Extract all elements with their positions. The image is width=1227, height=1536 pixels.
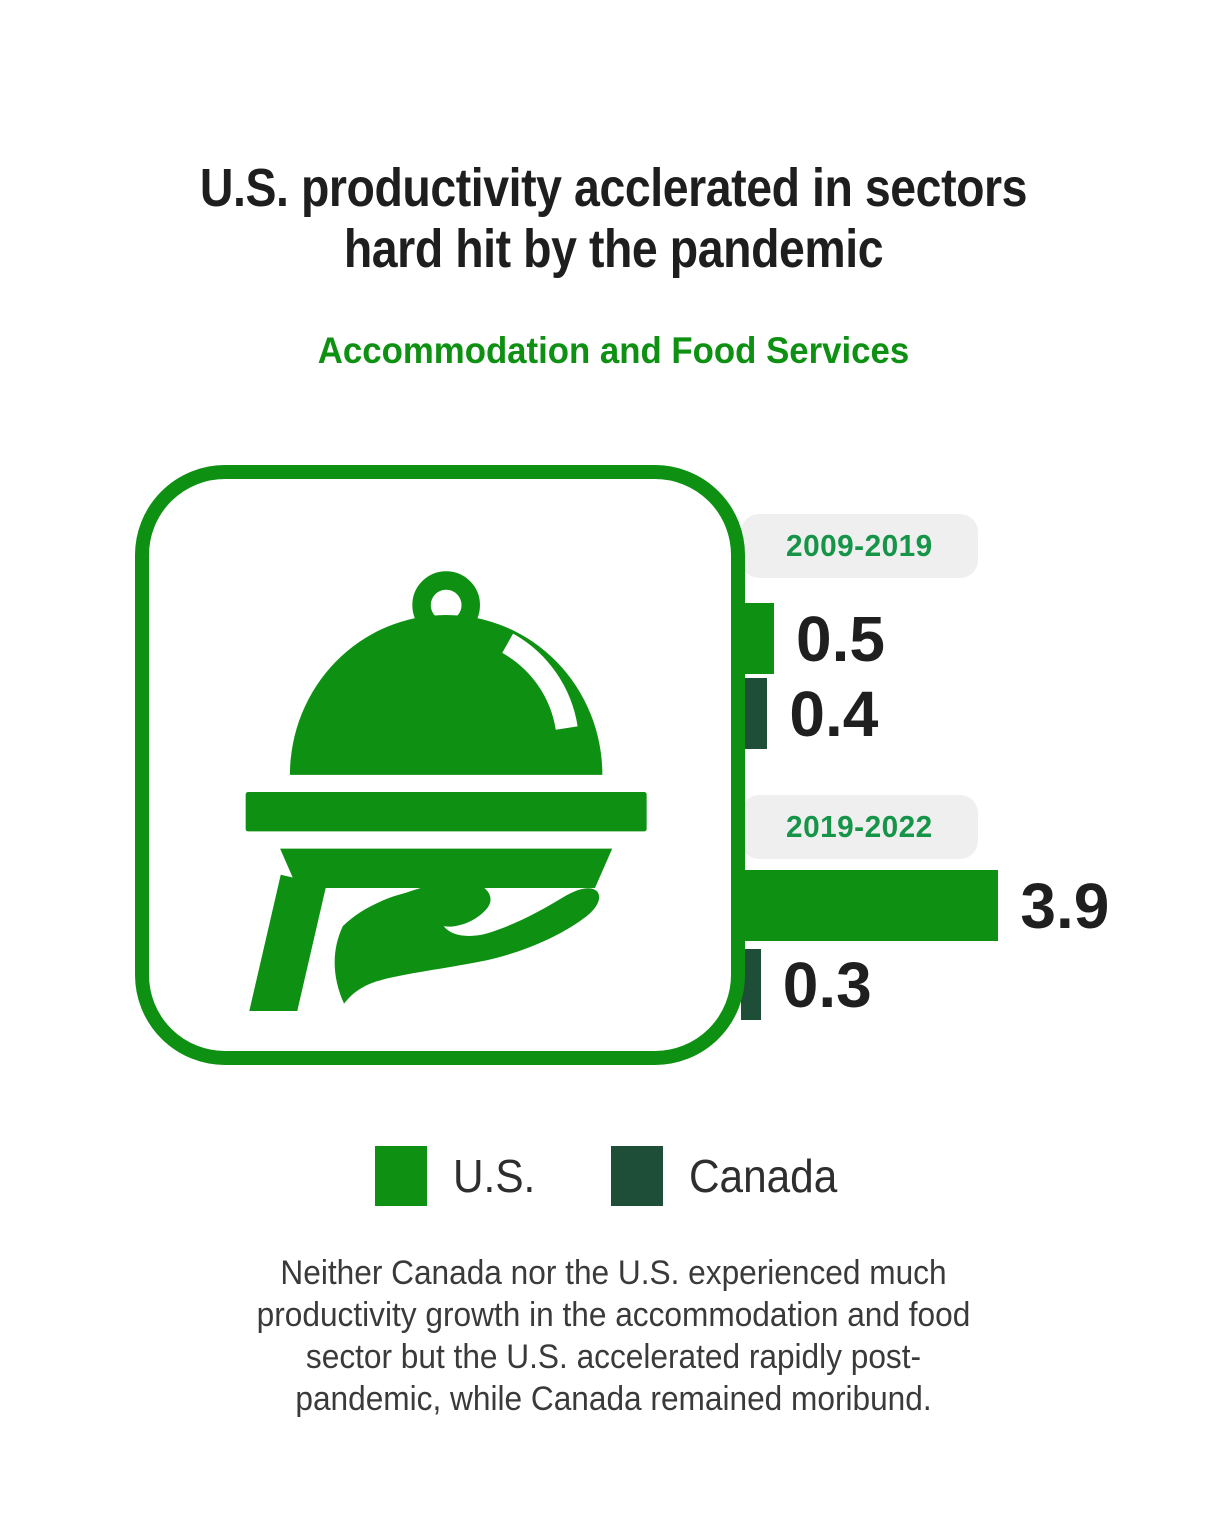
legend-swatch-us: [375, 1146, 427, 1206]
page-title: U.S. productivity acclerated in sectors …: [86, 158, 1141, 280]
period-badge-label: 2019-2022: [786, 809, 933, 844]
bar-row-canada-2019-2022: 0.3: [741, 949, 872, 1020]
bar-row-canada-2009-2019: 0.4: [741, 678, 878, 749]
period-badge-2019-2022: 2019-2022: [741, 795, 978, 859]
chart-subtitle: Accommodation and Food Services: [317, 330, 910, 371]
bar-value-label: 0.3: [782, 948, 872, 1021]
legend-swatch-canada: [611, 1146, 663, 1206]
legend-label-canada: Canada: [689, 1150, 838, 1202]
dome-highlight: [501, 633, 578, 731]
caption-line-3: sector but the U.S. accelerated rapidly …: [305, 1338, 922, 1377]
bar-canada-2019-2022: [741, 949, 761, 1020]
legend-label-us: U.S.: [453, 1150, 536, 1202]
bar-value-label: 3.9: [1020, 869, 1110, 942]
bar-row-us-2019-2022: 3.9: [741, 870, 1109, 941]
legend-item-us: U.S.: [375, 1146, 542, 1206]
caption-line-1: Neither Canada nor the U.S. experienced …: [280, 1254, 947, 1292]
bar-us-2009-2019: [741, 603, 774, 674]
bar-canada-2009-2019: [741, 678, 768, 749]
sector-icon-frame: [135, 465, 745, 1065]
page-title-line-1: U.S. productivity acclerated in sectors: [199, 158, 1028, 218]
chart-legend: U.S. Canada: [0, 1146, 1227, 1208]
caption-line-2: productivity growth in the accommodation…: [256, 1296, 971, 1335]
bar-row-us-2009-2019: 0.5: [741, 603, 885, 674]
page-title-line-2: hard hit by the pandemic: [343, 219, 884, 280]
serving-hand-icon: [334, 881, 600, 1004]
tray-bar-icon: [245, 792, 647, 832]
period-badge-label: 2009-2019: [786, 528, 933, 563]
legend-item-canada: Canada: [611, 1146, 850, 1206]
bar-value-label: 0.5: [796, 602, 885, 675]
bar-us-2019-2022: [741, 870, 999, 941]
food-service-icon: [245, 571, 647, 1011]
bar-value-label: 0.4: [789, 677, 879, 750]
chart-caption: Neither Canada nor the U.S. experienced …: [43, 1252, 1184, 1421]
sleeve-cuff-icon: [248, 874, 327, 1011]
caption-line-4: pandemic, while Canada remained moribund…: [295, 1380, 932, 1419]
period-badge-2009-2019: 2009-2019: [741, 514, 978, 578]
plate-bottom-icon: [280, 848, 613, 888]
